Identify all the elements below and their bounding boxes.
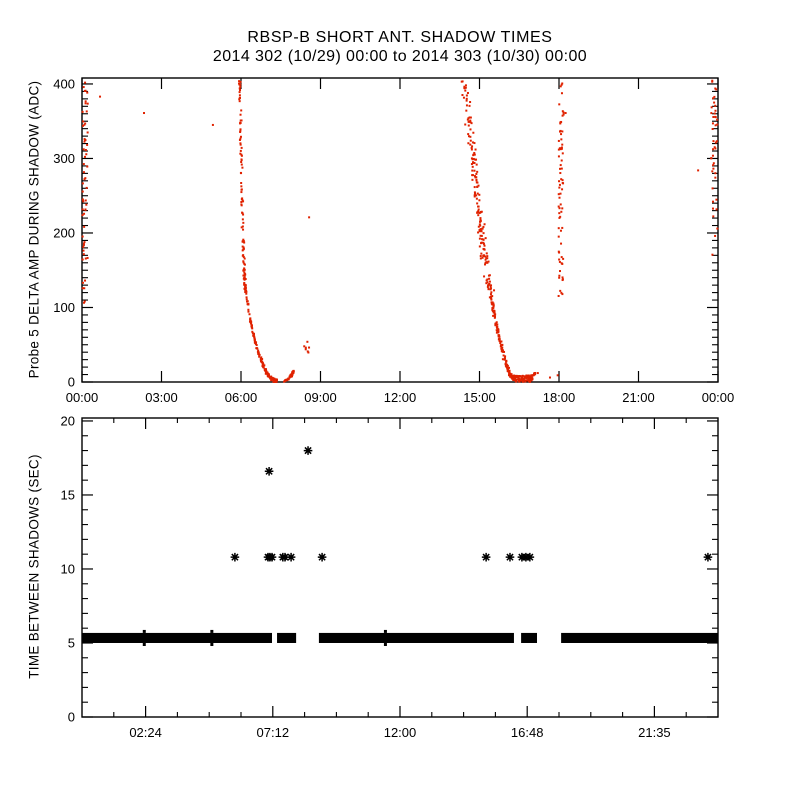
bottom-panel-y-axis-label: TIME BETWEEN SHADOWS (SEC) (26, 454, 42, 679)
scatter-points (81, 79, 719, 383)
asterisk-marker (525, 552, 535, 562)
asterisk-marker (303, 446, 313, 455)
axis-frame: 02:24 07:12 12:00 16:48 21:35 0 5 10 15 20 (61, 413, 719, 740)
asterisk-marker (505, 552, 515, 562)
top-panel-y-axis-label: Probe 5 DELTA AMP DURING SHADOW (ADC) (26, 80, 42, 379)
x-tick-label: 12:00 (384, 725, 417, 740)
x-tick-label: 00:00 (66, 390, 99, 405)
asterisk-marker (280, 552, 290, 562)
x-tick-label: 12:00 (384, 390, 417, 405)
top-panel: 00:00 03:00 06:00 09:00 12:00 15:00 18:00 21:00… (53, 76, 734, 405)
y-tick-label: 10 (61, 561, 75, 576)
y-tick-label: 20 (61, 413, 75, 428)
y-tick-label: 100 (53, 300, 75, 315)
shadow-band (82, 629, 718, 646)
y-tick-label: 300 (53, 151, 75, 166)
x-tick-label: 09:00 (304, 390, 337, 405)
chart-subtitle: 2014 302 (10/29) 00:00 to 2014 303 (10/3… (212, 48, 588, 65)
x-tick-label: 18:00 (543, 390, 576, 405)
asterisk-marker (481, 552, 491, 562)
y-tick-label: 15 (61, 487, 75, 502)
y-tick-label: 5 (68, 635, 75, 650)
asterisk-marker (267, 552, 277, 562)
y-tick-label: 0 (68, 375, 75, 390)
x-tick-label: 06:00 (225, 390, 258, 405)
outlier-markers (230, 446, 713, 562)
x-tick-label: 15:00 (463, 390, 496, 405)
asterisk-marker (230, 552, 240, 562)
x-tick-label: 00:00 (702, 390, 735, 405)
asterisk-marker (703, 552, 713, 562)
chart-title: RBSP-B SHORT ANT. SHADOW TIMES (247, 29, 553, 46)
asterisk-marker (317, 552, 327, 562)
asterisk-marker (286, 552, 296, 562)
asterisk-marker (264, 466, 274, 476)
x-tick-label: 21:00 (622, 390, 655, 405)
bottom-panel: 02:24 07:12 12:00 16:48 21:35 0 5 10 15 20 (61, 413, 719, 740)
y-tick-label: 400 (53, 76, 75, 91)
axis-frame: 00:00 03:00 06:00 09:00 12:00 15:00 18:00 21:00… (53, 76, 734, 405)
x-tick-label: 21:35 (638, 725, 671, 740)
y-tick-label: 200 (53, 225, 75, 240)
x-tick-label: 03:00 (145, 390, 178, 405)
x-tick-label: 02:24 (129, 725, 162, 740)
x-tick-label: 16:48 (511, 725, 544, 740)
y-tick-label: 0 (68, 710, 75, 725)
x-tick-label: 07:12 (257, 725, 290, 740)
